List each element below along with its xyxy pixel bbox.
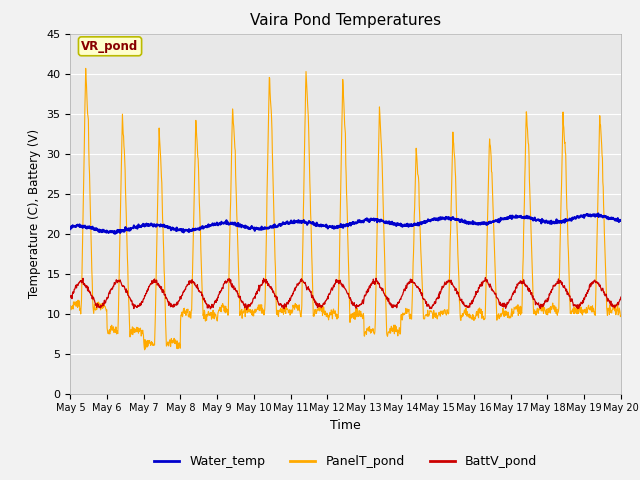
Legend: Water_temp, PanelT_pond, BattV_pond: Water_temp, PanelT_pond, BattV_pond [149,450,542,473]
Text: VR_pond: VR_pond [81,40,139,53]
Title: Vaira Pond Temperatures: Vaira Pond Temperatures [250,13,441,28]
Y-axis label: Temperature (C), Battery (V): Temperature (C), Battery (V) [28,129,41,298]
X-axis label: Time: Time [330,419,361,432]
